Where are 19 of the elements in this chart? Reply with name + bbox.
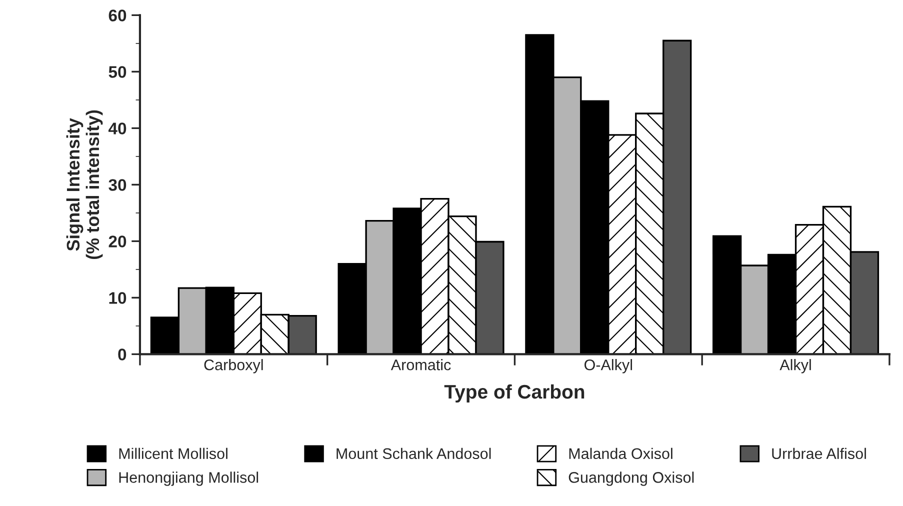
y-tick-label: 60 <box>108 10 126 22</box>
legend-label: Henongjiang Mollisol <box>119 472 258 486</box>
y-tick-label: 0 <box>118 348 126 360</box>
y-tick-label: 40 <box>108 122 126 134</box>
y-tick-label: 10 <box>109 292 126 304</box>
x-tick-label: Alkyl <box>780 359 811 374</box>
legend-label: Malanda Oxisol <box>569 448 672 460</box>
legend-label: Urrbrae Alfisol <box>772 448 866 460</box>
legend-label: Mount Schank Andosol <box>336 448 491 460</box>
y-tick-label: 20 <box>108 236 126 248</box>
x-tick-label: Carboxyl <box>204 359 263 374</box>
y-axis-title: Signal Intensity (% total intensity) <box>66 110 103 260</box>
x-axis-title: Type of Carbon <box>444 384 584 403</box>
y-tick-label: 50 <box>108 66 126 78</box>
x-tick-label: Aromatic <box>390 359 451 370</box>
x-tick-label: O-Alkyl <box>584 359 632 374</box>
legend-label: Millicent Mollisol <box>119 448 228 460</box>
legend-label: Guangdong Oxisol <box>568 472 694 486</box>
y-tick-label: 30 <box>108 179 126 191</box>
